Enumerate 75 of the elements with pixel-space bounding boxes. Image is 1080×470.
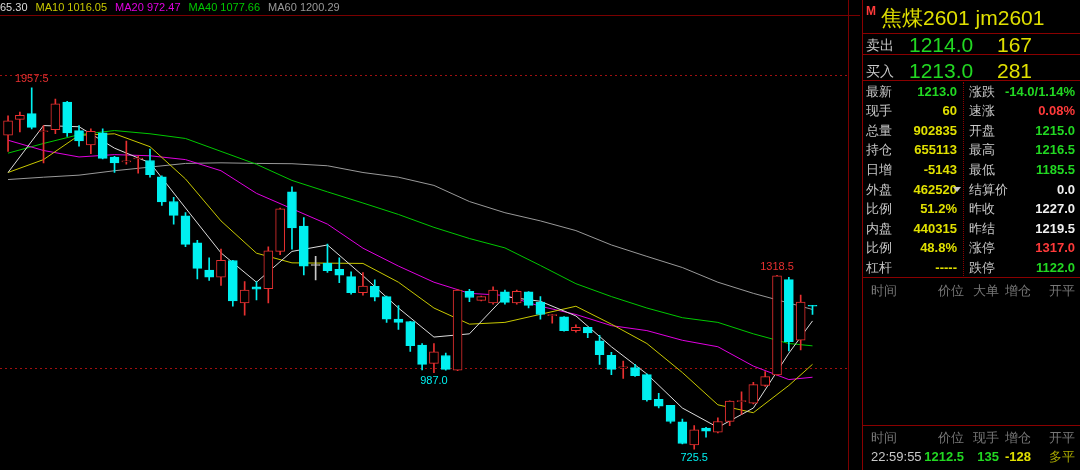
text: 281 [997,58,1033,82]
text: 时间 [871,429,897,445]
text: 大单 [973,282,999,298]
text: 1215.0 [1035,122,1075,138]
text: 1219.5 [1035,220,1075,236]
text: -14.0/1.14% [1004,83,1075,99]
text: 增仓 [1005,282,1031,298]
text: 最新 [866,83,892,99]
text: 日增 [866,161,892,177]
text: MA20 972.47 [115,0,181,15]
text: 135 [977,448,999,464]
text: 焦煤2601 jm2601 [881,5,1045,29]
text: 60 [942,103,957,119]
annotation: 725.5 [680,450,708,463]
text: 167 [997,32,1033,56]
text: 1212.5 [924,448,964,464]
text: 速涨 [969,103,995,119]
candlestick [334,257,345,284]
text: 1214.0 [909,32,974,56]
text: 比例 [866,240,892,256]
text: 跌停 [969,259,995,275]
text: 1227.0 [1035,201,1075,217]
text: 48.8% [920,240,957,256]
text: 1213.0 [917,83,957,99]
text: 总量 [866,122,892,138]
text: 价位 [938,429,964,445]
text: 多平 [1049,448,1075,464]
text: 655113 [914,142,957,158]
text: 开盘 [969,122,995,138]
text: MA40 1077.66 [188,0,261,15]
text: 增仓 [1005,429,1031,445]
text: 内盘 [866,220,892,236]
text: 1185.5 [1035,161,1075,177]
text: 比例 [866,201,892,217]
text: 65.30 [0,0,28,15]
text: 结算价 [969,181,1008,197]
text: 卖出 [866,37,894,53]
annotation: 987.0 [420,374,448,387]
text: M [866,4,876,18]
text: 现手 [973,429,999,445]
text: 1122.0 [1035,259,1075,275]
text: 杠杆 [866,259,892,275]
text: 涨停 [969,240,995,256]
text: MA60 1200.29 [268,0,340,15]
text: 昨结 [969,220,995,236]
text: 22:59:55 [871,448,922,464]
text: 外盘 [866,181,892,197]
text: 0.0 [1056,181,1075,197]
text: 902835 [913,122,957,138]
text: ----- [935,259,957,275]
text: 1213.0 [909,58,974,82]
annotation: 1957.5 [14,72,49,85]
text: 最低 [969,161,995,177]
text: 持仓 [866,142,892,158]
text: MA10 1016.05 [35,0,108,15]
text: 时间 [871,282,897,298]
text: 1216.5 [1035,142,1075,158]
text: 昨收 [969,201,995,217]
text: 1317.0 [1035,240,1075,256]
text: 51.2% [920,201,957,217]
candlestick [133,155,144,174]
text: 开平 [1049,282,1075,298]
text: 440315 [913,220,957,236]
text: -5143 [923,161,957,177]
text: 开平 [1049,429,1075,445]
text: 0.08% [1038,103,1075,119]
text: 买入 [866,63,894,79]
text: 462520 [913,181,957,197]
annotation: 1318.5 [760,259,794,272]
text: 价位 [938,282,964,298]
candlestick [618,360,629,379]
text: -128 [1004,448,1031,464]
text: 最高 [969,142,995,158]
text: 涨跌 [969,83,995,99]
text: 现手 [866,103,892,119]
